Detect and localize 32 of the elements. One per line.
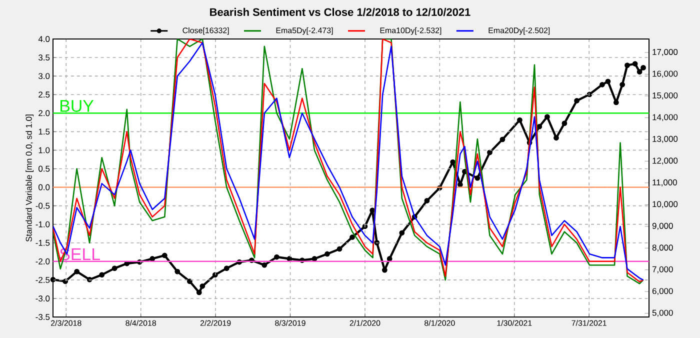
y-tick-label: -0.5 xyxy=(36,202,50,209)
y-tick-label: 3.0 xyxy=(38,73,50,80)
y-tick-label: 3.5 xyxy=(38,54,50,61)
y2-tick-label: 5,000 xyxy=(652,310,673,317)
chart-title: Bearish Sentiment vs Close 1/2/2018 to 12/10/2021 xyxy=(210,8,470,16)
y-tick-label: -2.0 xyxy=(36,258,50,264)
y-tick-label: -2.5 xyxy=(36,276,50,283)
y2-tick-label: 6,000 xyxy=(652,288,673,296)
y2-tick-label: 7,000 xyxy=(652,266,673,274)
y2-tick-label: 10,000 xyxy=(652,201,678,208)
y2-tick-label: 8,000 xyxy=(652,244,673,252)
y-tick-label: 2.0 xyxy=(38,110,50,116)
y2-tick-label: 17,000 xyxy=(652,48,678,56)
y-tick-label: 2.5 xyxy=(38,92,50,98)
y-tick-label: 4.0 xyxy=(38,36,50,42)
y2-tick-label: 11,000 xyxy=(652,179,677,186)
y2-tick-label: 15,000 xyxy=(652,92,678,100)
y2-tick-label: 12,000 xyxy=(652,158,678,165)
y-tick-label: 0.0 xyxy=(38,184,50,190)
y-tick-label: -1.5 xyxy=(36,240,50,246)
y-tick-label: -1.0 xyxy=(36,221,50,228)
y-tick-label: 0.5 xyxy=(38,166,50,172)
y2-tick-label: 9,000 xyxy=(652,222,673,230)
y-tick-label: 1.5 xyxy=(38,128,50,135)
y2-tick-label: 14,000 xyxy=(652,114,678,122)
y-tick-label: -3.0 xyxy=(36,295,50,302)
y2-tick-label: 13,000 xyxy=(652,136,678,143)
y-tick-label: 1.0 xyxy=(38,147,50,154)
y2-tick-label: 16,000 xyxy=(652,70,678,78)
ref-line-label: BUY xyxy=(60,100,94,112)
y-tick-label: -3.5 xyxy=(36,314,50,320)
y-axis-title: Standard Variable [mn 0.0, sd 1.0] xyxy=(26,114,34,242)
